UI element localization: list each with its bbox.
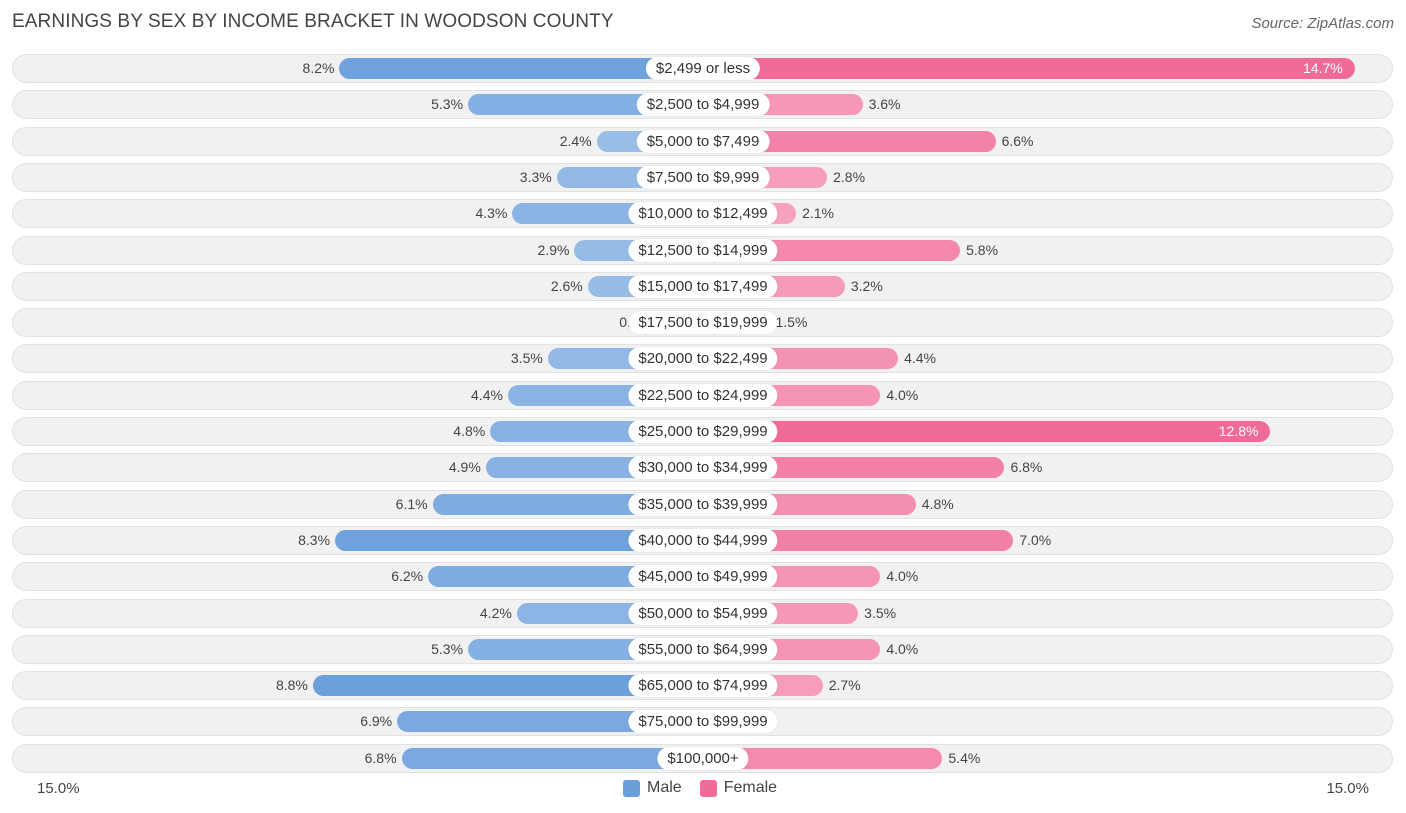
category-label: $2,499 or less — [645, 57, 761, 80]
category-label: $100,000+ — [657, 746, 749, 770]
category-label: $55,000 to $64,999 — [628, 637, 778, 661]
axis-left-label: 15.0% — [37, 780, 80, 797]
male-value-label: 8.8% — [275, 677, 308, 694]
female-value-label: 14.7% — [1303, 60, 1343, 76]
female-value-label: 5.8% — [966, 241, 999, 258]
male-value-label: 5.3% — [431, 640, 464, 657]
female-value-label: 7.0% — [1019, 531, 1052, 548]
male-value-label: 4.4% — [471, 386, 503, 403]
female-value-label: 4.0% — [886, 568, 919, 585]
male-bar — [397, 711, 703, 733]
male-value-label: 4.8% — [453, 423, 486, 439]
female-bar — [703, 529, 1014, 551]
category-label: $65,000 to $74,999 — [628, 674, 778, 698]
female-bar — [703, 747, 943, 769]
male-value-label: 4.9% — [448, 459, 481, 476]
female-value-label: 1.5% — [775, 314, 808, 331]
category-label: $40,000 to $44,999 — [628, 528, 778, 552]
male-value-label: 6.9% — [360, 713, 393, 730]
female-value-label: 4.0% — [886, 640, 919, 657]
category-label: $17,500 to $19,999 — [628, 311, 778, 335]
category-label: $30,000 to $34,999 — [628, 456, 778, 480]
male-value-label: 4.2% — [479, 604, 512, 621]
female-value-label: 3.5% — [864, 604, 897, 621]
female-bar — [703, 130, 996, 152]
female-bar — [703, 457, 1005, 479]
male-bar — [401, 747, 703, 769]
legend-female-label: Female — [723, 779, 778, 796]
female-value-label: 2.7% — [828, 677, 861, 694]
female-value-label: 4.8% — [921, 495, 954, 512]
male-value-label: 2.6% — [550, 277, 583, 294]
category-label: $75,000 to $99,999 — [628, 710, 778, 734]
female-value-label: 2.1% — [802, 205, 835, 222]
category-label: $2,500 to $4,999 — [636, 93, 770, 117]
male-value-label: 6.8% — [364, 749, 397, 766]
category-label: $20,000 to $22,499 — [628, 347, 778, 371]
category-label: $45,000 to $49,999 — [628, 565, 778, 589]
male-value-label: 3.3% — [519, 168, 552, 185]
category-label: $50,000 to $54,999 — [628, 601, 778, 625]
legend-male-label: Male — [647, 779, 682, 796]
female-value-label: 3.6% — [868, 96, 901, 113]
male-value-label: 4.3% — [475, 205, 508, 222]
female-bar — [703, 58, 1355, 79]
axis-right-label: 15.0% — [1326, 780, 1369, 797]
category-label: $10,000 to $12,499 — [628, 202, 778, 226]
male-value-label: 3.5% — [510, 350, 543, 367]
female-value-label: 5.4% — [948, 749, 981, 766]
category-label: $22,500 to $24,999 — [628, 383, 778, 407]
female-value-label: 6.6% — [1001, 132, 1034, 149]
male-value-label: 8.2% — [302, 60, 335, 76]
male-value-label: 6.2% — [391, 568, 424, 585]
female-value-label: 4.4% — [904, 350, 936, 367]
female-value-label: 12.8% — [1218, 423, 1259, 439]
male-bar — [339, 58, 703, 79]
category-label: $35,000 to $39,999 — [628, 492, 778, 516]
female-value-label: 3.2% — [850, 277, 883, 294]
legend: Male Female — [623, 779, 777, 797]
source-credit: Source: ZipAtlas.com — [1251, 15, 1394, 32]
male-value-label: 2.4% — [559, 132, 592, 149]
male-value-label: 2.9% — [537, 241, 570, 258]
category-label: $15,000 to $17,499 — [628, 274, 778, 298]
male-value-label: 8.3% — [298, 531, 331, 548]
male-value-label: 5.3% — [431, 96, 464, 113]
category-label: $5,000 to $7,499 — [636, 129, 770, 153]
female-value-label: 6.8% — [1010, 459, 1043, 476]
chart-title: EARNINGS BY SEX BY INCOME BRACKET IN WOO… — [12, 11, 614, 32]
female-bar — [703, 421, 1271, 442]
legend-male-swatch — [623, 779, 640, 797]
category-label: $12,500 to $14,999 — [628, 238, 778, 262]
category-label: $25,000 to $29,999 — [628, 420, 778, 443]
category-label: $7,500 to $9,999 — [636, 165, 770, 189]
male-bar — [312, 675, 703, 697]
male-value-label: 6.1% — [395, 495, 428, 512]
female-value-label: 4.0% — [886, 386, 919, 403]
female-value-label: 2.8% — [833, 168, 866, 185]
male-bar — [335, 529, 703, 551]
legend-female-swatch — [699, 779, 717, 797]
